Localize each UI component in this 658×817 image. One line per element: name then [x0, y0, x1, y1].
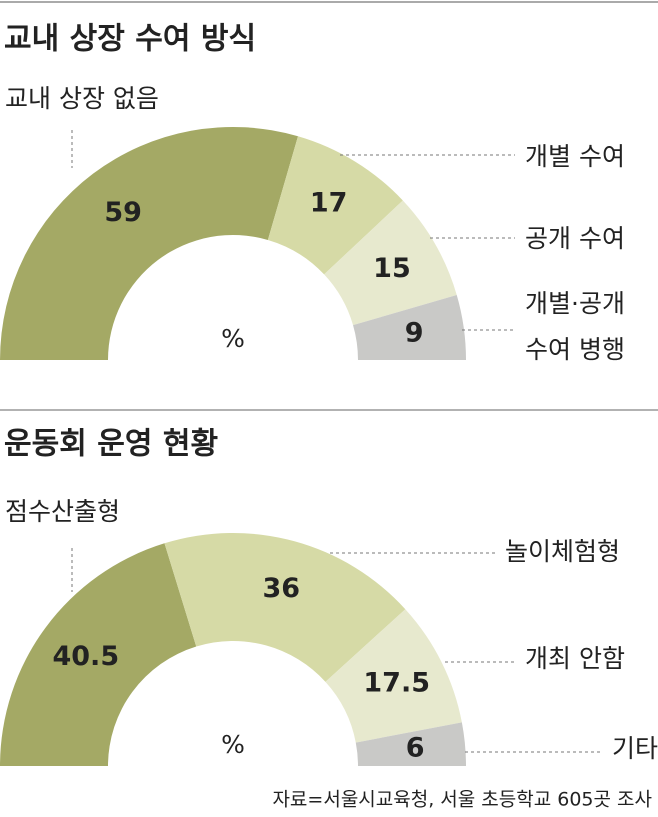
category-label: 개최 안함 [525, 644, 625, 673]
value-label: 17 [310, 187, 348, 218]
category-label: 기타 [612, 734, 658, 763]
segment [353, 294, 466, 360]
segment [0, 543, 197, 766]
category-label: 교내 상장 없음 [5, 84, 159, 113]
segment [267, 136, 403, 275]
value-label: 40.5 [52, 641, 119, 672]
category-label: 개별 수여 [525, 142, 625, 171]
value-label: 36 [262, 573, 300, 604]
segment [324, 200, 457, 326]
category-label: 놀이체험형 [505, 537, 620, 566]
chart-title: 운동회 운영 현황 [4, 427, 218, 462]
chart-title: 교내 상장 수여 방식 [4, 22, 256, 57]
segment [325, 609, 462, 743]
category-label: 공개 수여 [525, 224, 625, 253]
value-label: 6 [406, 732, 425, 763]
category-label: 점수산출형 [5, 497, 120, 526]
value-label: 9 [405, 318, 424, 349]
value-label: 15 [373, 253, 411, 284]
value-label: 59 [104, 197, 142, 228]
segment [164, 533, 406, 682]
unit-label: % [221, 324, 245, 353]
category-label: 개별·공개 수여 병행 [525, 289, 625, 364]
unit-label: % [221, 730, 245, 759]
segment [355, 722, 466, 766]
segment [0, 127, 299, 360]
source: 자료=서울시교육청, 서울 초등학교 605곳 조사 [272, 789, 652, 811]
value-label: 17.5 [363, 668, 430, 699]
